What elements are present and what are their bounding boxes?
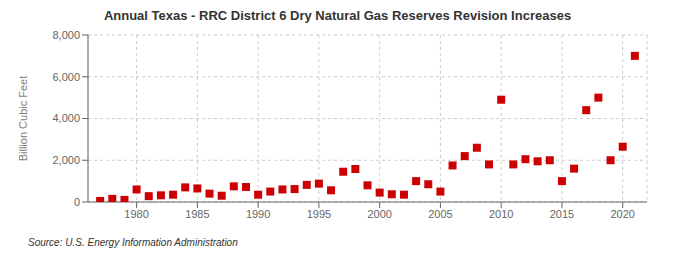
svg-text:1995: 1995 (307, 208, 331, 220)
svg-text:8,000: 8,000 (52, 29, 80, 41)
svg-text:4,000: 4,000 (52, 112, 80, 124)
svg-text:2015: 2015 (550, 208, 574, 220)
svg-text:1985: 1985 (185, 208, 209, 220)
svg-text:2010: 2010 (489, 208, 513, 220)
svg-text:1980: 1980 (124, 208, 148, 220)
svg-text:2000: 2000 (367, 208, 391, 220)
html-text:Source: U.S. Energy Informatio: Source: U.S. Energy Information Administ… (28, 237, 238, 248)
svg-text:2020: 2020 (610, 208, 634, 220)
svg-text:Billion Cubic Feet: Billion Cubic Feet (17, 76, 29, 162)
svg-text:0: 0 (74, 196, 80, 208)
svg-text:1990: 1990 (246, 208, 270, 220)
svg-text:6,000: 6,000 (52, 71, 80, 83)
html-text:Annual Texas - RRC District 6: Annual Texas - RRC District 6 Dry Natura… (103, 8, 572, 23)
svg-text:2,000: 2,000 (52, 154, 80, 166)
svg-text:2005: 2005 (428, 208, 452, 220)
